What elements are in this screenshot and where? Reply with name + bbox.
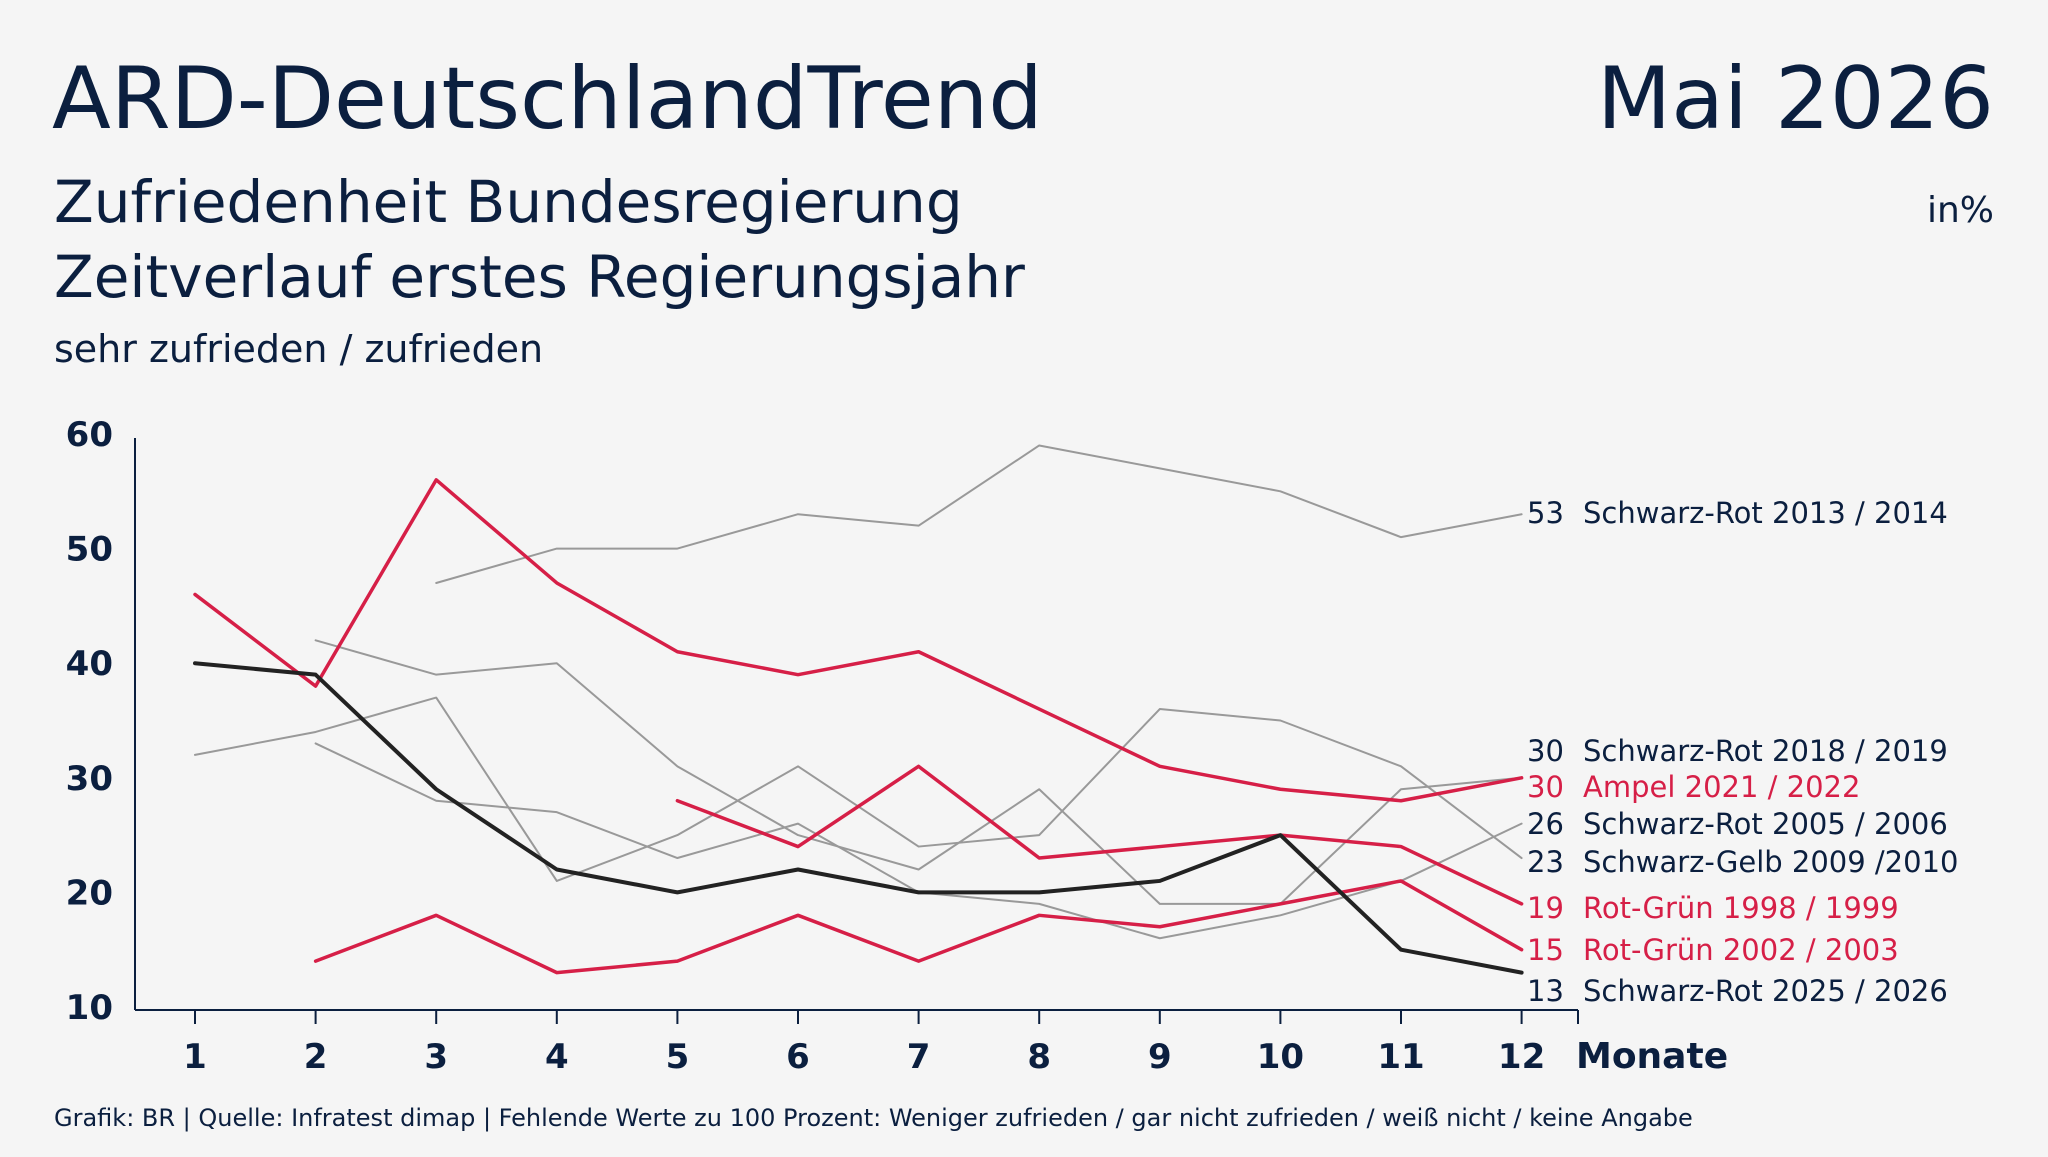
x-tick-label: 1	[183, 1037, 207, 1077]
unit-label: in%	[1927, 190, 1994, 231]
series-end-value: 26	[1527, 807, 1564, 841]
x-tick-label: 11	[1377, 1037, 1424, 1077]
series-end-value: 30	[1527, 770, 1564, 804]
chart-title-line1: Zufriedenheit Bundesregierung	[54, 168, 963, 236]
series-name-label: Schwarz-Rot 2025 / 2026	[1583, 974, 1948, 1008]
series-end-value: 13	[1527, 974, 1564, 1008]
x-tick-label: 6	[786, 1037, 810, 1077]
series-line-2	[193, 478, 1524, 803]
y-axis-ticks: 10 20 30 40 50 60	[66, 415, 113, 1028]
date-label: Mai 2026	[1597, 49, 1994, 149]
brand-title: ARD-DeutschlandTrend	[52, 49, 1043, 149]
series-name-label: Rot-Grün 1998 / 1999	[1583, 891, 1899, 925]
series-name-label: Schwarz-Rot 2013 / 2014	[1583, 496, 1948, 530]
series-line-5	[675, 764, 1524, 906]
x-tick-label: 4	[545, 1037, 569, 1077]
x-axis-ticks: 1 2 3 4 5 6 7 8 9 10 11 12	[183, 1010, 1579, 1077]
x-axis-label: Monate	[1576, 1036, 1728, 1077]
series-name-label: Schwarz-Rot 2005 / 2006	[1583, 807, 1948, 841]
series-name-label: Schwarz-Gelb 2009 /2010	[1583, 845, 1959, 879]
y-tick-label: 50	[66, 530, 113, 570]
x-tick-label: 3	[424, 1037, 448, 1077]
series-line-6	[313, 879, 1524, 975]
chart-title-line2: Zeitverlauf erstes Regierungsjahr	[54, 243, 1025, 311]
x-tick-label: 8	[1027, 1037, 1051, 1077]
series-end-value: 15	[1527, 933, 1564, 967]
chart-subtitle: sehr zufrieden / zufrieden	[54, 327, 543, 371]
series-end-value: 23	[1527, 845, 1564, 879]
source-footer: Grafik: BR | Quelle: Infratest dimap | F…	[54, 1104, 1693, 1132]
series-end-value: 30	[1527, 734, 1564, 768]
y-tick-label: 10	[66, 988, 113, 1028]
y-tick-label: 20	[66, 873, 113, 913]
y-tick-label: 60	[66, 415, 113, 455]
x-tick-label: 5	[666, 1037, 690, 1077]
series-labels: 53 Schwarz-Rot 2013 / 2014 30 Schwarz-Rot 2…	[1527, 496, 1959, 1008]
series-lines	[193, 444, 1524, 975]
x-tick-label: 9	[1148, 1037, 1172, 1077]
series-name-label: Rot-Grün 2002 / 2003	[1583, 933, 1899, 967]
series-end-value: 53	[1527, 496, 1564, 530]
series-line-7	[193, 661, 1524, 975]
series-line-1	[314, 639, 1523, 905]
series-name-label: Schwarz-Rot 2018 / 2019	[1583, 734, 1948, 768]
x-tick-label: 10	[1257, 1037, 1304, 1077]
x-tick-label: 7	[907, 1037, 931, 1077]
series-name-label: Ampel 2021 / 2022	[1583, 770, 1860, 804]
y-tick-label: 40	[66, 644, 113, 684]
x-tick-label: 2	[304, 1037, 328, 1077]
series-line-0	[435, 444, 1523, 584]
y-tick-label: 30	[66, 759, 113, 799]
series-line-4	[194, 696, 1523, 882]
x-tick-label: 12	[1498, 1037, 1545, 1077]
series-end-value: 19	[1527, 891, 1564, 925]
